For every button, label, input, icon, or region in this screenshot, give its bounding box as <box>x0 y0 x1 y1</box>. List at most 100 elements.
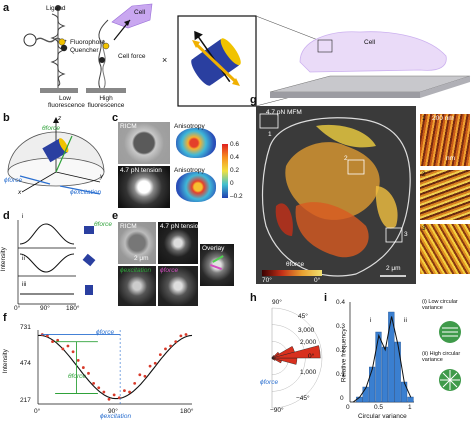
c-colorbar <box>222 144 228 198</box>
d-row-i: i <box>22 213 24 220</box>
panel-letter-c: c <box>112 112 119 124</box>
c-tension-image <box>118 166 170 208</box>
g-inset-num-3: 3 <box>422 225 426 232</box>
g-inset-3 <box>420 224 470 274</box>
d-theta-force: θforce <box>94 221 112 228</box>
g-inset-scale-top: 200 nm <box>432 115 454 122</box>
panel-letter-h: h <box>250 292 257 304</box>
panel-letter-f: f <box>3 312 7 324</box>
c-ricm-image <box>118 122 170 164</box>
panel-letter-i: i <box>324 292 328 304</box>
f-data-point <box>174 340 178 344</box>
f-data-point <box>102 390 106 394</box>
e-force-image <box>158 266 198 306</box>
c-anisotropy2-label: Anisotropy <box>174 167 205 174</box>
e-overlay-image <box>200 244 234 286</box>
f-data-point <box>71 350 75 354</box>
g-theta-label: θforce <box>286 261 305 268</box>
i-fit-curve <box>352 316 412 403</box>
i-hist-bar <box>394 341 401 403</box>
c-anisotropy2-image <box>172 166 220 208</box>
b-x-label: x <box>18 189 22 196</box>
g-roi-3: 3 <box>404 231 408 238</box>
panel-d-curves <box>17 220 96 305</box>
g-cbar-low: 70° <box>262 277 272 284</box>
i-xtick-1: 0.5 <box>374 404 384 411</box>
f-data-point <box>179 334 183 338</box>
g-cbar-high: 0° <box>314 277 321 284</box>
d-xtick-2: 180° <box>66 305 80 312</box>
b-phi-excitation: ϕexcitation <box>70 189 102 196</box>
f-data-point <box>184 333 188 336</box>
g-inset-num-1: 1 <box>422 115 426 122</box>
c-cbar-tick-3: 0 <box>230 180 234 187</box>
quencher-label: Quencher <box>70 47 99 54</box>
c-cbar-tick-2: 0.2 <box>230 167 240 174</box>
fluorophore-label: Fluorophore <box>70 39 106 46</box>
c-cbar-tick-1: 0.4 <box>230 154 240 161</box>
low-fluorescence-label: Low fluorescence <box>48 95 85 109</box>
e-ricm-label: RICM <box>120 223 137 230</box>
i-hist-bar <box>381 346 389 403</box>
i-xtick-0: 0 <box>346 404 350 411</box>
f-data-point <box>138 373 142 377</box>
c-tension-label: 4.7 pN tension <box>120 167 162 174</box>
h-rose-wedge <box>271 346 295 359</box>
i-ytick-2: 0.2 <box>336 347 346 354</box>
f-data-point <box>81 366 85 369</box>
h-phi-force: ϕforce <box>260 379 279 386</box>
i-xtick-2: 1 <box>408 404 412 411</box>
i-hist-bar <box>369 366 376 403</box>
ligand-label: Ligand <box>46 5 66 12</box>
i-ytick-3: 0.1 <box>336 371 346 378</box>
i-hist-bar <box>407 396 414 403</box>
f-data-point <box>158 353 162 357</box>
f-ytick-0: 731 <box>20 324 31 331</box>
b-z-label: z <box>58 115 62 122</box>
f-data-point <box>46 334 49 338</box>
h-angle-m90: −90° <box>270 407 284 414</box>
e-phi-force: ϕforce <box>160 267 179 274</box>
g-colorbar <box>262 270 322 276</box>
f-ytick-1: 474 <box>20 360 31 367</box>
h-radial-2000: 2,000 <box>300 339 317 346</box>
f-data-point <box>123 389 126 393</box>
cell-label-small: Cell <box>134 9 146 16</box>
multiply-sign: × <box>162 55 168 65</box>
f-phi-excitation: ϕexcitation <box>100 413 132 420</box>
g-title: 4.7 pN MFM <box>266 109 302 116</box>
i-legend-low: (i) Low circular variance <box>422 299 458 311</box>
d-row-iii: iii <box>22 281 27 288</box>
panel-letter-g: g <box>250 94 257 106</box>
f-data-point <box>92 382 96 385</box>
h-rose-wedge <box>271 351 280 359</box>
f-data-point <box>128 390 131 394</box>
e-tension-label: 4.7 pN tension <box>160 223 202 230</box>
c-cbar-tick-0: 0.6 <box>230 141 240 148</box>
g-roi-2: 2 <box>344 155 348 162</box>
f-data-point <box>87 371 90 375</box>
f-data-point <box>164 347 167 351</box>
panel-letter-e: e <box>112 210 119 222</box>
h-angle-45: 45° <box>298 313 308 320</box>
f-data-point <box>107 397 111 401</box>
i-hist-bar <box>401 381 408 403</box>
panel-letter-b: b <box>3 112 10 124</box>
f-data-point <box>169 344 173 348</box>
cell-icon <box>111 3 153 29</box>
i-xlabel: Circular variance <box>358 413 407 420</box>
fluorophore-icon <box>58 38 66 46</box>
i-legend-icons <box>439 321 461 391</box>
f-xtick-0: 0° <box>34 408 41 415</box>
e-tension-image <box>158 222 198 264</box>
d-xtick-1: 90° <box>40 305 50 312</box>
g-inset-2 <box>420 170 470 220</box>
f-data-point <box>51 340 54 344</box>
b-theta-force: θforce <box>42 125 60 132</box>
panel-letter-a: a <box>3 2 10 14</box>
f-data-point <box>153 361 157 365</box>
g-mfm-image <box>256 106 416 284</box>
panel-letter-d: d <box>3 210 10 222</box>
